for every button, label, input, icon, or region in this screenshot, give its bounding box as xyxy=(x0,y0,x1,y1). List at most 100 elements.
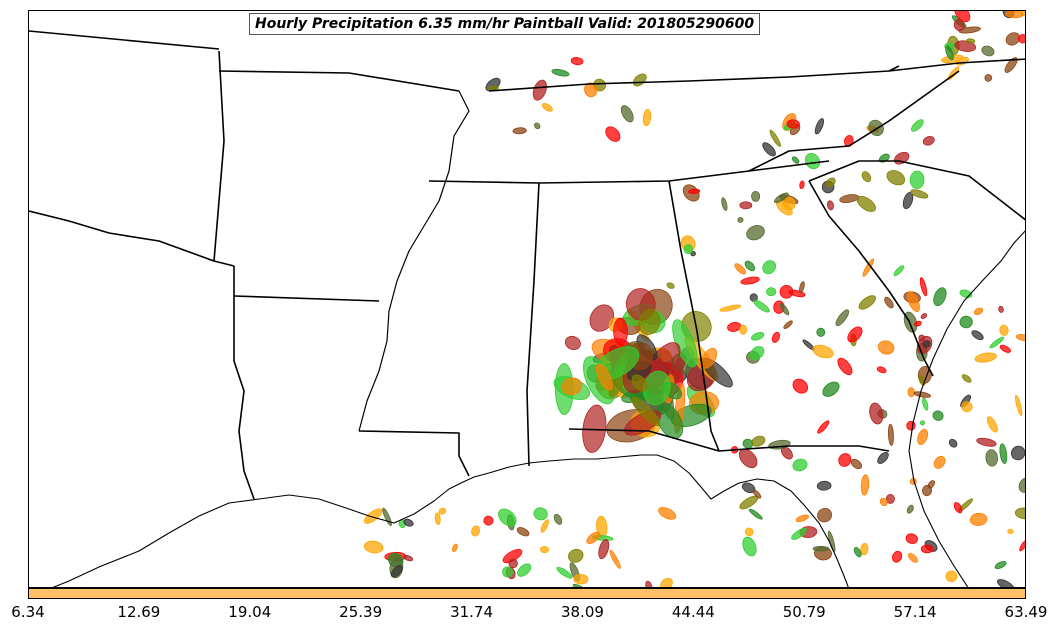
precip-blob xyxy=(734,263,747,275)
precip-blob xyxy=(779,284,794,299)
precip-blob xyxy=(540,519,549,533)
precip-blob xyxy=(860,542,869,556)
state-border-ga-sc xyxy=(808,180,934,377)
precip-blob xyxy=(985,449,998,467)
precip-blob xyxy=(816,480,832,491)
precip-blob xyxy=(922,484,933,497)
precip-blob xyxy=(856,195,876,212)
state-border-nc xyxy=(748,70,960,172)
state-border-fl xyxy=(568,428,890,452)
precip-blob xyxy=(508,558,518,569)
precip-blob xyxy=(632,73,647,87)
precip-blob xyxy=(556,566,573,579)
precip-blob xyxy=(613,317,628,346)
precip-blob xyxy=(877,340,895,355)
precip-blob xyxy=(779,303,790,316)
precip-blob xyxy=(683,244,693,255)
precip-blob xyxy=(906,504,914,514)
state-border-tn-south xyxy=(428,160,830,184)
precip-blob xyxy=(687,188,701,194)
precip-blob xyxy=(812,545,830,552)
precip-blob xyxy=(564,335,581,350)
precip-blob xyxy=(989,336,1005,349)
state-border-ks-mo xyxy=(29,30,220,50)
precip-blob xyxy=(586,531,601,545)
precip-blob xyxy=(539,546,550,554)
precip-blob xyxy=(850,458,863,470)
precip-blob xyxy=(847,326,863,343)
precip-blob xyxy=(744,527,754,537)
precip-blob xyxy=(1005,32,1021,46)
precip-blob xyxy=(609,549,621,569)
precip-blob xyxy=(774,192,789,204)
precip-blob xyxy=(869,402,884,425)
precip-blob xyxy=(961,401,973,413)
precip-blob xyxy=(933,455,946,469)
precip-blob xyxy=(471,525,480,537)
precip-blob xyxy=(999,344,1011,353)
precip-blob xyxy=(721,197,728,211)
colorbar-tick-label: 63.49 xyxy=(1004,603,1048,621)
precip-blob xyxy=(920,313,928,320)
precip-blob xyxy=(660,577,673,587)
precip-blob xyxy=(762,142,776,157)
precip-blob xyxy=(791,156,800,164)
precip-blob xyxy=(994,560,1007,570)
precip-blob xyxy=(920,544,934,554)
precip-blob xyxy=(498,508,517,527)
precip-blob xyxy=(595,363,613,391)
precip-blob xyxy=(1007,528,1014,534)
colorbar xyxy=(28,588,1026,599)
precip-blob xyxy=(739,201,753,210)
precip-blob xyxy=(1004,11,1024,19)
precip-blob xyxy=(631,374,648,392)
precip-blob xyxy=(658,507,677,520)
precip-blob xyxy=(877,451,889,464)
precip-blob xyxy=(751,435,766,447)
precip-blob xyxy=(910,119,924,132)
precip-blob xyxy=(953,19,965,31)
precip-blob xyxy=(1010,445,1025,461)
precip-blob xyxy=(954,40,977,52)
precip-blob xyxy=(762,260,777,275)
state-border-nc-sc xyxy=(808,160,1025,221)
precip-blob xyxy=(553,513,563,525)
precip-blob xyxy=(551,68,570,77)
colorbar-tick-label: 12.69 xyxy=(117,603,161,621)
precip-blob xyxy=(835,309,850,327)
coastline-atlantic xyxy=(908,230,1025,587)
precip-blob xyxy=(795,514,809,523)
colorbar-tick-label: 19.04 xyxy=(228,603,272,621)
precip-blob xyxy=(403,518,414,527)
precip-blob xyxy=(862,258,875,277)
colorbar-tick-label: 25.39 xyxy=(339,603,383,621)
precip-blob xyxy=(986,416,998,433)
precip-blob xyxy=(945,45,954,61)
precip-blob xyxy=(999,324,1009,336)
precip-blob xyxy=(700,347,718,369)
state-border-ky xyxy=(888,65,900,72)
map-panel xyxy=(28,10,1026,588)
precip-blob xyxy=(568,548,584,563)
precip-blob xyxy=(971,330,984,341)
colorbar-tick-label: 57.14 xyxy=(893,603,937,621)
precip-blob xyxy=(893,151,910,165)
coastline xyxy=(52,454,849,587)
precip-blob xyxy=(792,378,809,394)
precip-blob xyxy=(363,540,384,554)
precip-blob xyxy=(838,453,852,467)
precip-blob xyxy=(812,344,834,359)
precip-blob xyxy=(1015,394,1023,416)
precip-blob xyxy=(804,153,821,170)
colorbar-tick-label: 6.34 xyxy=(11,603,45,621)
precip-blob xyxy=(541,103,553,112)
precip-blob xyxy=(719,304,742,312)
precip-blob xyxy=(984,74,993,82)
precip-blob xyxy=(906,420,916,431)
precip-blob xyxy=(969,512,988,526)
precip-blob xyxy=(738,448,758,469)
precip-blob xyxy=(753,299,770,313)
precip-blob xyxy=(438,507,447,515)
precip-blob xyxy=(739,324,748,335)
colorbar-tick-label: 31.74 xyxy=(450,603,494,621)
